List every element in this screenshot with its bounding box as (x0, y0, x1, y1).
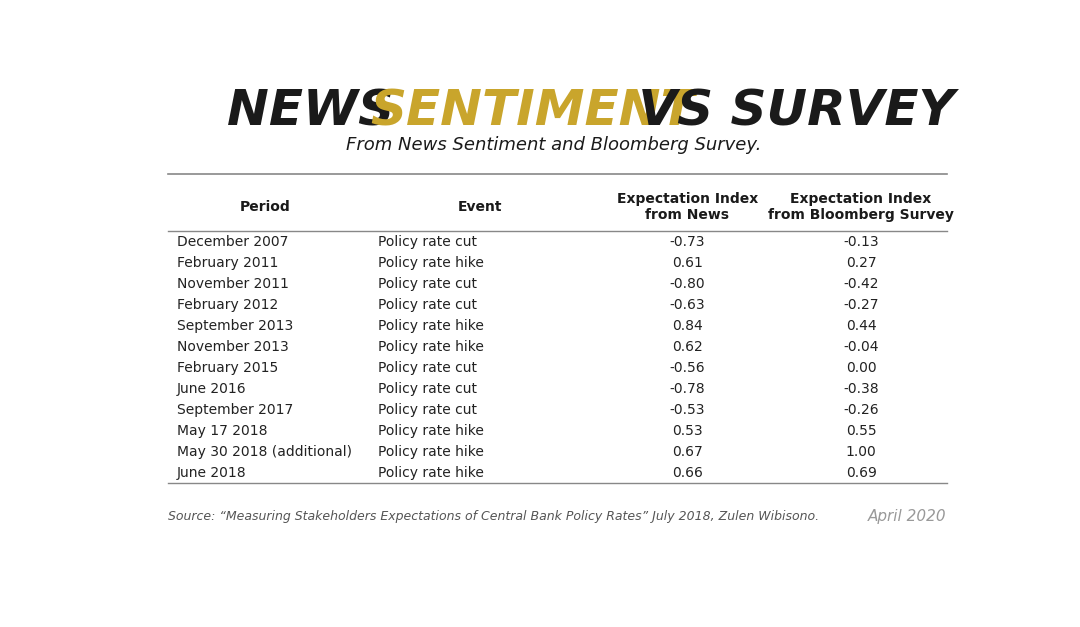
Text: 0.55: 0.55 (846, 424, 876, 438)
Text: Policy rate hike: Policy rate hike (378, 424, 484, 438)
Text: From News Sentiment and Bloomberg Survey.: From News Sentiment and Bloomberg Survey… (346, 136, 761, 154)
Text: November 2013: November 2013 (177, 340, 288, 354)
Text: -0.80: -0.80 (670, 277, 705, 291)
Text: 0.61: 0.61 (672, 256, 703, 270)
Text: Policy rate hike: Policy rate hike (378, 445, 484, 459)
Text: SENTIMENT: SENTIMENT (369, 87, 694, 135)
Text: September 2013: September 2013 (177, 319, 293, 333)
Text: Policy rate hike: Policy rate hike (378, 319, 484, 333)
Text: Policy rate hike: Policy rate hike (378, 256, 484, 270)
Text: Policy rate cut: Policy rate cut (378, 361, 476, 375)
Text: September 2017: September 2017 (177, 403, 293, 417)
Text: Expectation Index
from News: Expectation Index from News (617, 192, 758, 222)
Text: 0.00: 0.00 (846, 361, 876, 375)
Text: 1.00: 1.00 (846, 445, 877, 459)
Text: February 2012: February 2012 (177, 298, 279, 312)
Text: -0.26: -0.26 (843, 403, 879, 417)
Text: Expectation Index
from Bloomberg Survey: Expectation Index from Bloomberg Survey (768, 192, 954, 222)
Text: Policy rate cut: Policy rate cut (378, 382, 476, 396)
Text: February 2015: February 2015 (177, 361, 279, 375)
Text: 0.69: 0.69 (846, 466, 877, 480)
Text: 0.27: 0.27 (846, 256, 876, 270)
Text: Event: Event (458, 200, 502, 214)
Text: -0.63: -0.63 (670, 298, 705, 312)
Text: Policy rate cut: Policy rate cut (378, 277, 476, 291)
Text: December 2007: December 2007 (177, 234, 288, 249)
Text: -0.04: -0.04 (843, 340, 879, 354)
Text: 0.84: 0.84 (672, 319, 703, 333)
Text: -0.78: -0.78 (670, 382, 705, 396)
Text: 0.44: 0.44 (846, 319, 876, 333)
Text: 0.62: 0.62 (672, 340, 703, 354)
Text: Policy rate hike: Policy rate hike (378, 340, 484, 354)
Text: June 2016: June 2016 (177, 382, 246, 396)
Text: NEWS: NEWS (227, 87, 411, 135)
Text: Source: “Measuring Stakeholders Expectations of Central Bank Policy Rates” July : Source: “Measuring Stakeholders Expectat… (168, 510, 820, 524)
Text: February 2011: February 2011 (177, 256, 279, 270)
Text: November 2011: November 2011 (177, 277, 288, 291)
Text: VS SURVEY: VS SURVEY (621, 87, 955, 135)
Text: -0.42: -0.42 (843, 277, 879, 291)
Text: -0.73: -0.73 (670, 234, 705, 249)
Text: -0.38: -0.38 (843, 382, 879, 396)
Text: May 30 2018 (additional): May 30 2018 (additional) (177, 445, 352, 459)
Text: -0.56: -0.56 (670, 361, 705, 375)
Text: Policy rate cut: Policy rate cut (378, 234, 476, 249)
Text: April 2020: April 2020 (868, 510, 947, 525)
Text: 0.67: 0.67 (672, 445, 703, 459)
Text: Period: Period (240, 200, 291, 214)
Text: 0.66: 0.66 (672, 466, 703, 480)
Text: -0.53: -0.53 (670, 403, 705, 417)
Text: May 17 2018: May 17 2018 (177, 424, 268, 438)
Text: 0.53: 0.53 (672, 424, 703, 438)
Text: Policy rate cut: Policy rate cut (378, 403, 476, 417)
Text: June 2018: June 2018 (177, 466, 246, 480)
Text: -0.27: -0.27 (843, 298, 879, 312)
Text: Policy rate cut: Policy rate cut (378, 298, 476, 312)
Text: -0.13: -0.13 (843, 234, 879, 249)
Text: Policy rate hike: Policy rate hike (378, 466, 484, 480)
